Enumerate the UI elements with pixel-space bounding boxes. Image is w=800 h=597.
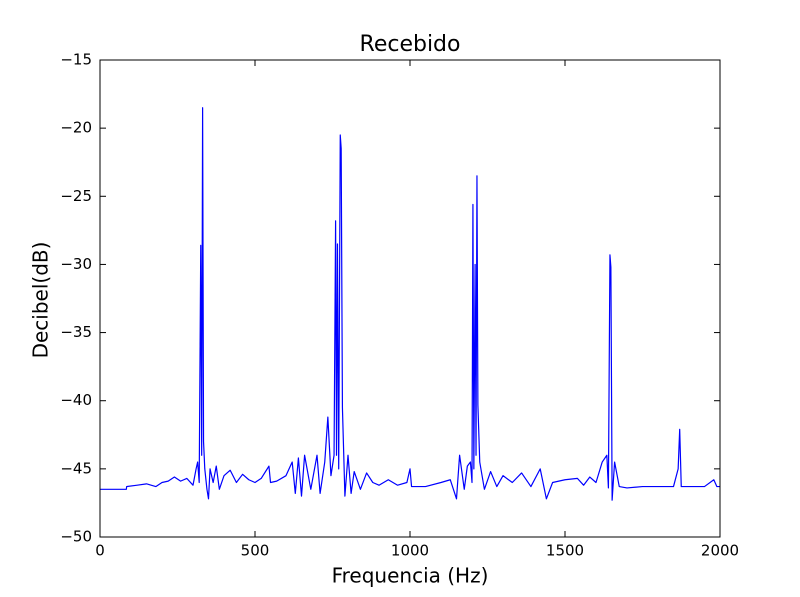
x-tick-label: 1000 xyxy=(391,542,429,560)
y-tick-label: −45 xyxy=(60,459,92,477)
y-axis-label: Decibel(dB) xyxy=(29,242,53,359)
y-tick-label: −40 xyxy=(60,391,92,409)
y-tick-label: −50 xyxy=(60,528,92,546)
y-tick-label: −25 xyxy=(60,187,92,205)
x-tick-label: 500 xyxy=(241,542,270,560)
x-axis-label: Frequencia (Hz) xyxy=(332,564,489,588)
x-tick-label: 1500 xyxy=(546,542,584,560)
x-tick-label: 0 xyxy=(95,542,105,560)
line-series xyxy=(100,107,720,501)
plot-frame xyxy=(99,59,721,538)
y-tick-label: −30 xyxy=(60,255,92,273)
chart-title: Recebido xyxy=(360,32,461,57)
y-tick-label: −15 xyxy=(60,51,92,69)
x-tick-label: 2000 xyxy=(701,542,739,560)
y-tick-label: −20 xyxy=(60,119,92,137)
y-tick-label: −35 xyxy=(60,323,92,341)
